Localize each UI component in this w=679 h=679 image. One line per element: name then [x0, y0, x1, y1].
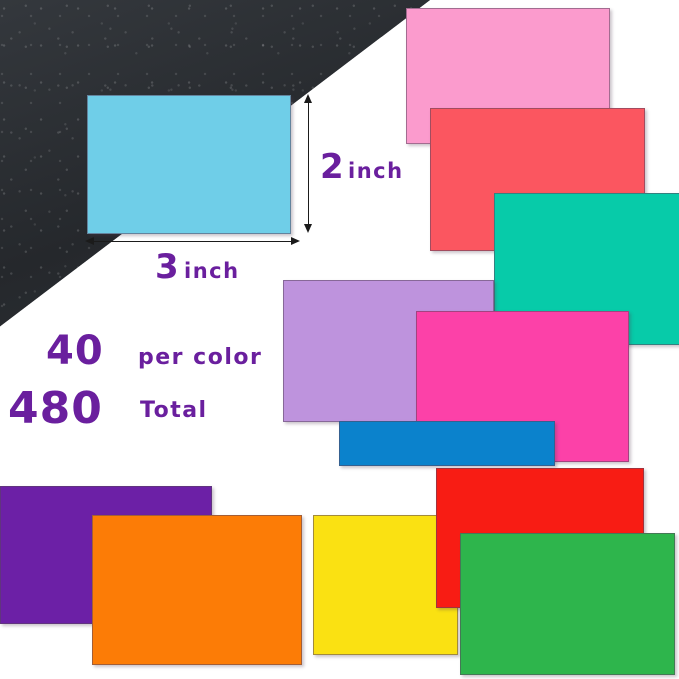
- per-color-label: per color: [138, 345, 263, 370]
- height-unit: inch: [348, 159, 404, 183]
- card-green: [460, 533, 675, 675]
- height-value: 2: [320, 147, 344, 187]
- per-color-count: 40: [46, 328, 104, 374]
- width-arrow-left-icon: [85, 237, 94, 245]
- card-yellow: [313, 515, 458, 655]
- total-count: 480: [8, 383, 103, 434]
- height-dimension-line: [308, 99, 309, 231]
- width-value: 3: [155, 247, 179, 287]
- card-blue: [339, 421, 555, 466]
- width-arrow-right-icon: [291, 237, 300, 245]
- height-arrow-bottom-icon: [304, 224, 312, 233]
- card-orange: [92, 515, 302, 665]
- total-label: Total: [140, 398, 208, 423]
- width-unit: inch: [184, 259, 240, 283]
- card-lightblue: [87, 95, 291, 234]
- width-dimension-line: [90, 241, 298, 242]
- height-arrow-top-icon: [304, 94, 312, 103]
